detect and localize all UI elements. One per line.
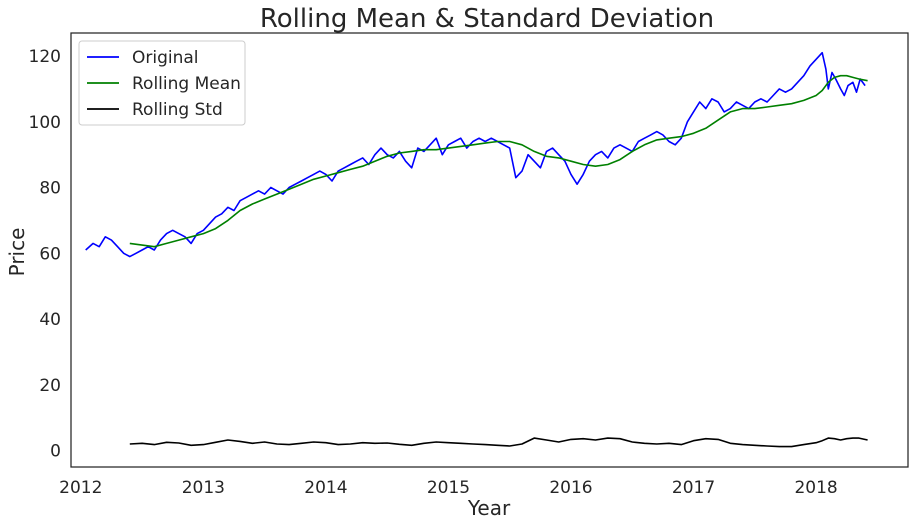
series-line-rolling-mean	[129, 74, 868, 248]
x-tick-label: 2018	[794, 478, 837, 498]
legend-label: Original	[132, 48, 199, 68]
y-tick-label: 100	[29, 113, 61, 133]
legend-items: Original Rolling Mean Rolling Std	[87, 48, 241, 120]
series-layer	[85, 51, 868, 448]
x-tick-label: 2013	[182, 478, 225, 498]
legend-label: Rolling Mean	[132, 74, 241, 94]
y-tick-label: 80	[39, 179, 61, 199]
y-tick-label: 120	[29, 47, 61, 67]
series-line-original	[85, 51, 866, 258]
y-tick-label: 60	[39, 244, 61, 264]
x-tick-label: 2016	[549, 478, 592, 498]
y-tick-label: 40	[39, 310, 61, 330]
y-axis-ticks: 0 20 40 60 80 100 120	[29, 47, 61, 462]
series-line-rolling-std	[129, 437, 868, 448]
x-tick-label: 2012	[59, 478, 102, 498]
y-axis-label: Price	[5, 228, 29, 277]
x-tick-label: 2017	[672, 478, 715, 498]
x-axis-label: Year	[467, 496, 511, 520]
y-tick-label: 20	[39, 376, 61, 396]
legend-label: Rolling Std	[132, 100, 223, 120]
x-axis-ticks: 2012 2013 2014 2015 2016 2017 2018	[59, 478, 838, 498]
chart-title: Rolling Mean & Standard Deviation	[260, 4, 714, 34]
legend-box	[78, 40, 246, 126]
y-tick-label: 0	[50, 442, 61, 462]
x-tick-label: 2015	[427, 478, 470, 498]
x-tick-label: 2014	[304, 478, 347, 498]
legend: Original Rolling Mean Rolling Std	[78, 40, 246, 126]
